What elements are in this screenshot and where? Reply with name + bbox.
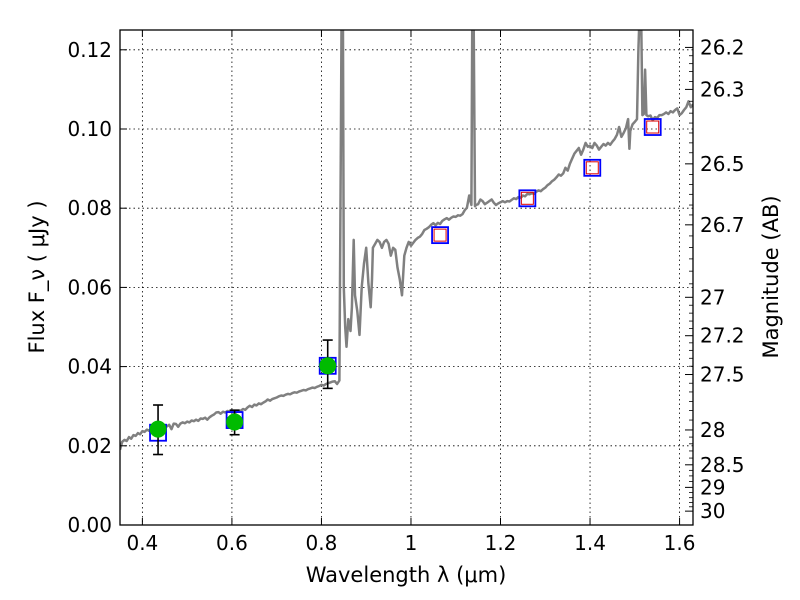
plot-frame — [119, 29, 694, 526]
x-tick-label: 0.4 — [126, 531, 158, 555]
model-photometry-marker — [583, 158, 602, 177]
right-tick-label: 27.2 — [700, 324, 745, 348]
x-tick-label: 0.8 — [306, 531, 338, 555]
x-tick-label: 1.6 — [664, 531, 696, 555]
x-tick-label: 0.6 — [216, 531, 248, 555]
right-tick-label: 26.2 — [700, 35, 745, 59]
y-tick-label: 0.10 — [67, 117, 112, 141]
x-axis-label: Wavelength λ (μm) — [306, 563, 507, 587]
right-tick-label: 26.3 — [700, 77, 745, 101]
observed-flux-point — [226, 413, 244, 431]
observed-flux-point — [319, 357, 337, 375]
right-axis-label: Magnitude (AB) — [759, 195, 783, 358]
y2-axis-title: Magnitude (AB) — [759, 195, 783, 358]
model-photometry-marker — [518, 189, 537, 208]
right-tick-label: 28 — [700, 418, 725, 442]
photometry-marks — [149, 118, 662, 456]
model-photometry-marker — [431, 226, 449, 245]
y-axis-title: Flux F_ν ( μJy ) — [25, 200, 50, 353]
x-axis-title: Wavelength λ (μm) — [306, 563, 507, 587]
right-tick-label: 27 — [700, 285, 725, 309]
x-tick-label: 1 — [405, 531, 418, 555]
model-photometry-marker — [643, 118, 662, 136]
tick-layer: 0.4 0.6 0.8 1 1.2 1.4 1.6 0.00 0.02 0.04 0.06 0.08 0… — [67, 30, 745, 555]
y-tick-label: 0.12 — [67, 38, 112, 62]
upper-limit-marker — [585, 161, 599, 175]
upper-limit-marker — [520, 191, 534, 205]
right-tick-label: 26.5 — [700, 152, 745, 176]
y-tick-label: 0.02 — [67, 434, 112, 458]
right-tick-label: 29 — [700, 475, 725, 499]
y-tick-label: 0.08 — [67, 196, 112, 220]
y-tick-label: 0.00 — [67, 513, 112, 537]
upper-limit-marker — [646, 120, 660, 134]
right-tick-label: 26.7 — [700, 213, 745, 237]
right-tick-label: 30 — [700, 499, 725, 523]
right-tick-label: 28.5 — [700, 453, 745, 477]
upper-limit-marker — [433, 228, 447, 242]
y-tick-label: 0.04 — [67, 355, 112, 379]
grid-layer — [120, 30, 693, 526]
right-tick-label: 27.5 — [700, 363, 745, 387]
plot-area — [120, 30, 693, 451]
x-tick-label: 1.4 — [574, 531, 606, 555]
x-tick-label: 1.2 — [485, 531, 517, 555]
y-axis-label: Flux F_ν ( μJy ) — [25, 200, 50, 353]
observed-flux-point — [149, 420, 167, 438]
model-spectrum-line — [120, 30, 693, 451]
y-tick-label: 0.06 — [67, 275, 112, 299]
